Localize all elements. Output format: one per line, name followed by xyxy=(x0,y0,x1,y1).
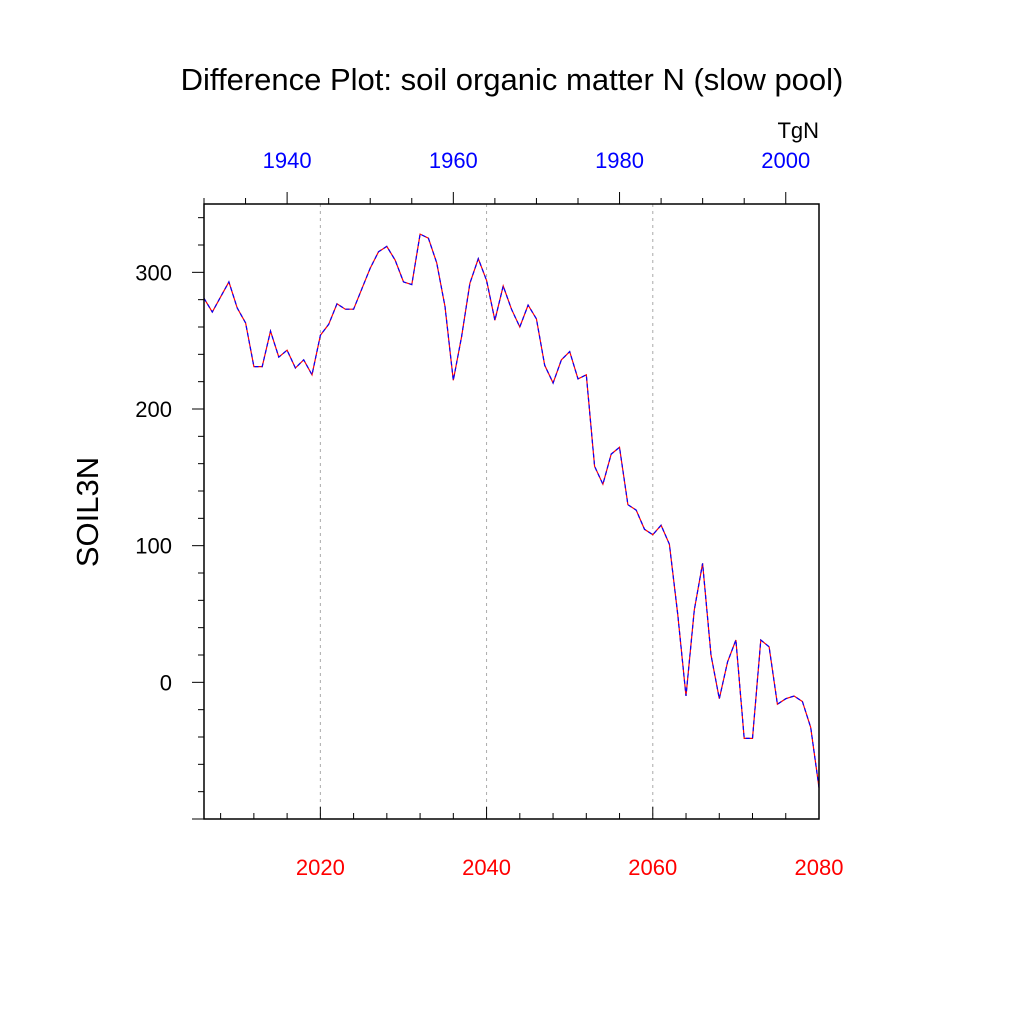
chart-title: Difference Plot: soil organic matter N (… xyxy=(181,62,844,97)
y-tick-label: 200 xyxy=(135,397,172,422)
grid-lines xyxy=(319,204,654,819)
y-tick-label: 300 xyxy=(135,260,172,285)
axis-tick-labels: 2020 2040 2060 2080 1940 1960 1980 2000 0 100 200 3… xyxy=(135,148,843,880)
y-tick-label: 0 xyxy=(160,670,172,695)
x-top-tick-label: 1980 xyxy=(595,148,644,173)
x-top-tick-label: 2000 xyxy=(761,148,810,173)
y-tick-label: 100 xyxy=(135,534,172,559)
x-top-tick-label: 1940 xyxy=(263,148,312,173)
x-bottom-tick-label: 2040 xyxy=(462,855,511,880)
data-series xyxy=(203,233,820,788)
x-top-tick-label: 1960 xyxy=(429,148,478,173)
y-axis-label: SOIL3N xyxy=(70,457,105,567)
x-bottom-tick-label: 2060 xyxy=(628,855,677,880)
x-bottom-tick-label: 2080 xyxy=(795,855,844,880)
axis-ticks xyxy=(192,192,820,820)
units-label: TgN xyxy=(777,118,819,143)
series-line-blue xyxy=(203,233,820,788)
x-bottom-tick-label: 2020 xyxy=(296,855,345,880)
plot-frame xyxy=(203,203,820,820)
